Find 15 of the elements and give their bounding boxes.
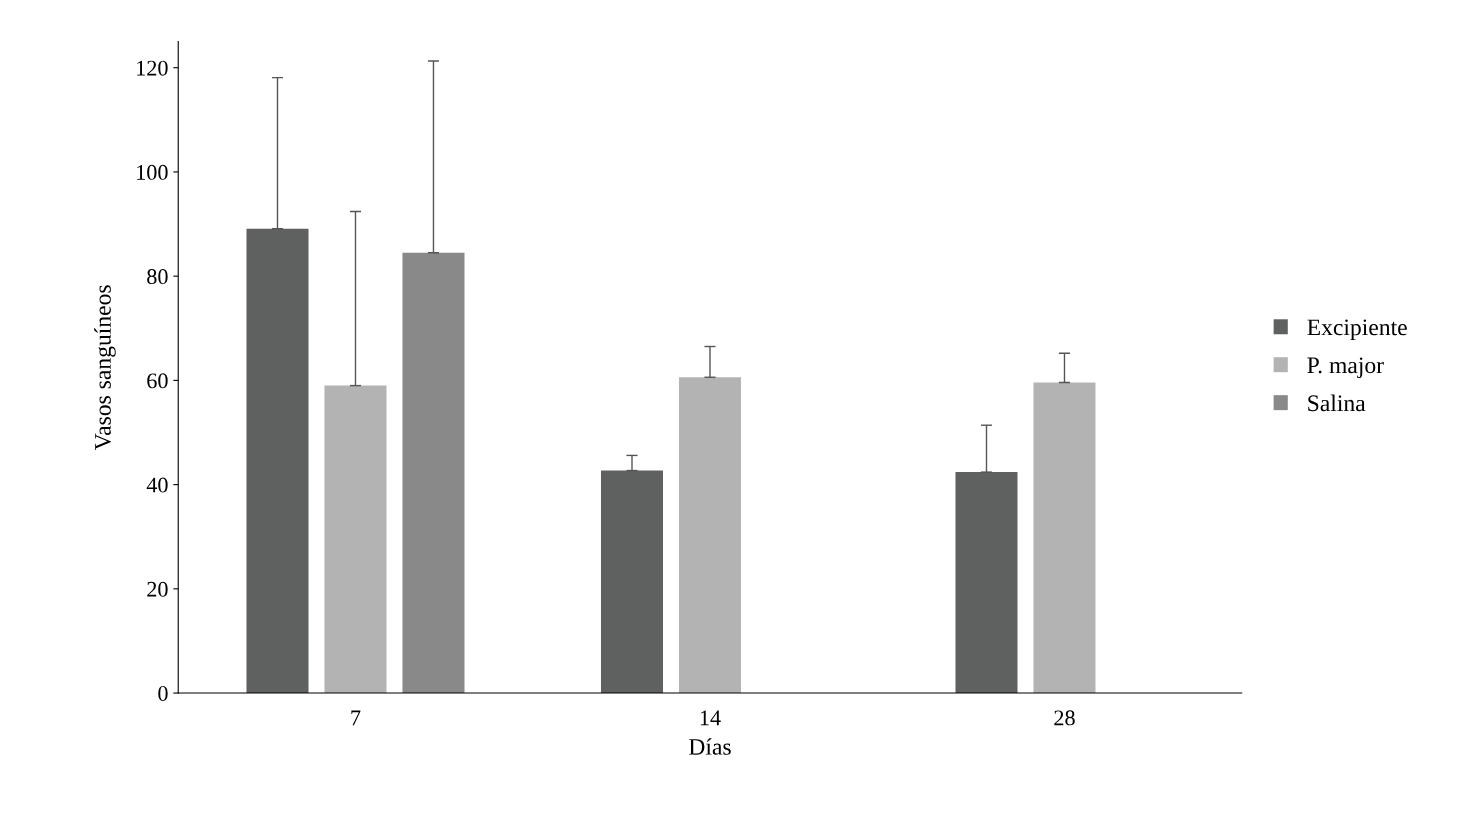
x-tick-label: 28 bbox=[1054, 710, 1075, 726]
legend-label: Excipiente bbox=[1307, 319, 1407, 341]
x-tick-label: 14 bbox=[700, 710, 721, 726]
y-tick-label: 20 bbox=[147, 581, 168, 597]
y-tick-label: 120 bbox=[137, 60, 168, 76]
y-tick-label: 60 bbox=[147, 373, 168, 389]
x-axis-title: Días bbox=[689, 738, 731, 755]
y-tick-label: 0 bbox=[158, 685, 168, 701]
y-tick-label: 100 bbox=[137, 164, 168, 180]
y-tick-label: 40 bbox=[146, 477, 168, 493]
legend-label: P. major bbox=[1307, 357, 1384, 379]
x-tick-label: 7 bbox=[351, 710, 361, 726]
y-tick-label: 80 bbox=[147, 269, 168, 285]
y-axis-title: Vasos sanguíneos bbox=[94, 285, 116, 451]
legend-label: Salina bbox=[1308, 394, 1366, 412]
